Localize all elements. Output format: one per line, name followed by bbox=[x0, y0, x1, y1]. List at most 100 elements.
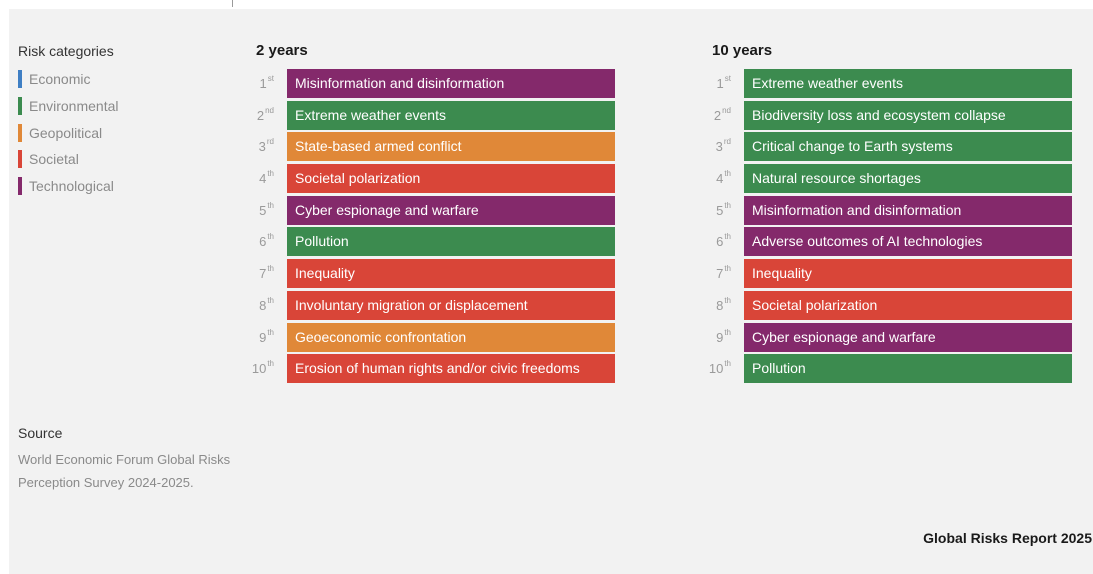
rank-suffix: st bbox=[267, 74, 274, 83]
risk-bar: Geoeconomic confrontation bbox=[287, 322, 615, 352]
rank-suffix: th bbox=[724, 327, 731, 337]
risk-bar: Critical change to Earth systems bbox=[744, 132, 1072, 162]
rank-suffix: th bbox=[724, 295, 731, 305]
risk-label: Extreme weather events bbox=[752, 75, 903, 91]
rank-value: 8 bbox=[259, 297, 267, 313]
rank-value: 3 bbox=[258, 139, 266, 155]
risk-label: Involuntary migration or displacement bbox=[295, 296, 528, 313]
rank-number: 10th bbox=[705, 354, 731, 383]
rank-number: 7th bbox=[705, 259, 731, 288]
rank-value: 9 bbox=[716, 329, 724, 345]
rank-number: 6th bbox=[248, 227, 274, 256]
rank-suffix: nd bbox=[722, 105, 731, 115]
rank-number: 2nd bbox=[705, 101, 731, 130]
rank-number: 4th bbox=[248, 164, 274, 193]
risk-bar: Societal polarization bbox=[744, 290, 1072, 320]
rank-suffix: th bbox=[267, 295, 274, 305]
risk-label: Inequality bbox=[752, 265, 812, 282]
rank-value: 2 bbox=[256, 107, 265, 123]
rank-value: 1 bbox=[259, 76, 267, 91]
risk-bar: Extreme weather events bbox=[287, 100, 615, 130]
legend-swatch bbox=[18, 123, 22, 142]
rank-number: 6th bbox=[705, 227, 731, 256]
rank-number: 5th bbox=[705, 196, 731, 225]
risk-bar: Erosion of human rights and/or civic fre… bbox=[287, 354, 615, 384]
rank-value: 7 bbox=[716, 266, 724, 282]
rank-number: 3rd bbox=[705, 132, 731, 161]
legend-item: Environmental bbox=[18, 96, 119, 124]
rank-suffix: th bbox=[267, 264, 274, 274]
risk-category-legend: Economic Environmental Geopolitical Societa… bbox=[18, 70, 119, 204]
rank-value: 5 bbox=[716, 202, 724, 218]
risk-bar: Misinformation and disinformation bbox=[287, 69, 615, 98]
rank-number: 5th bbox=[248, 196, 274, 225]
divider-tick bbox=[232, 0, 233, 7]
risk-label: Erosion of human rights and/or civic fre… bbox=[295, 360, 580, 377]
risk-label: Natural resource shortages bbox=[752, 170, 921, 187]
legend-label: Environmental bbox=[29, 97, 119, 114]
rank-number: 8th bbox=[705, 291, 731, 320]
risk-label: Cyber espionage and warfare bbox=[752, 328, 936, 345]
rank-suffix: th bbox=[267, 169, 274, 179]
rank-suffix: rd bbox=[723, 137, 731, 147]
risk-label: Critical change to Earth systems bbox=[752, 138, 953, 155]
risk-label: Societal polarization bbox=[295, 170, 421, 187]
rank-suffix: rd bbox=[266, 137, 274, 147]
risk-bar: Involuntary migration or displacement bbox=[287, 290, 615, 320]
rank-suffix: th bbox=[267, 359, 274, 369]
risk-bar: Biodiversity loss and ecosystem collapse bbox=[744, 100, 1072, 130]
rank-value: 10 bbox=[708, 361, 724, 377]
risk-label: Misinformation and disinformation bbox=[295, 75, 505, 91]
rank-number: 8th bbox=[248, 291, 274, 320]
rank-number: 7th bbox=[248, 259, 274, 288]
risk-bar: Cyber espionage and warfare bbox=[287, 195, 615, 225]
rank-number: 9th bbox=[248, 323, 274, 352]
legend-label: Technological bbox=[29, 178, 114, 195]
risk-label: Societal polarization bbox=[752, 296, 878, 313]
legend-swatch bbox=[18, 96, 22, 115]
legend-label: Economic bbox=[29, 71, 91, 87]
rank-suffix: th bbox=[724, 264, 731, 274]
rank-value: 7 bbox=[259, 266, 267, 282]
risk-bar: Pollution bbox=[287, 227, 615, 257]
rank-value: 6 bbox=[259, 234, 267, 250]
risk-bar: Adverse outcomes of AI technologies bbox=[744, 227, 1072, 257]
rank-suffix: th bbox=[724, 359, 731, 369]
legend-item: Technological bbox=[18, 177, 119, 204]
risk-label: Cyber espionage and warfare bbox=[295, 201, 479, 218]
risk-bar: Extreme weather events bbox=[744, 69, 1072, 98]
rank-suffix: th bbox=[724, 200, 731, 210]
risk-bar: Inequality bbox=[287, 259, 615, 289]
legend-swatch bbox=[18, 70, 22, 88]
rank-value: 9 bbox=[259, 329, 267, 345]
rank-number: 4th bbox=[705, 164, 731, 193]
risk-bar: Misinformation and disinformation bbox=[744, 195, 1072, 225]
report-name: Global Risks Report 2025 bbox=[923, 530, 1092, 546]
rank-suffix: th bbox=[724, 232, 731, 242]
rank-number: 10th bbox=[248, 354, 274, 383]
rank-suffix: nd bbox=[265, 105, 274, 115]
rank-suffix: th bbox=[724, 169, 731, 179]
risk-label: State-based armed conflict bbox=[295, 138, 462, 155]
rank-number: 9th bbox=[705, 323, 731, 352]
rank-value: 4 bbox=[716, 171, 724, 187]
risk-bar: Societal polarization bbox=[287, 164, 615, 194]
risk-label: Geoeconomic confrontation bbox=[295, 328, 467, 345]
risk-bar: Cyber espionage and warfare bbox=[744, 322, 1072, 352]
source-title: Source bbox=[18, 425, 63, 441]
rank-value: 6 bbox=[716, 234, 724, 250]
risk-label: Misinformation and disinformation bbox=[752, 201, 962, 218]
rank-value: 10 bbox=[251, 361, 267, 377]
rank-value: 8 bbox=[716, 297, 724, 313]
risk-bar: Natural resource shortages bbox=[744, 164, 1072, 194]
rank-suffix: th bbox=[267, 232, 274, 242]
rank-number: 3rd bbox=[248, 132, 274, 161]
legend-label: Societal bbox=[29, 151, 79, 168]
legend-swatch bbox=[18, 177, 22, 196]
risk-label: Pollution bbox=[752, 360, 806, 377]
rank-suffix: st bbox=[724, 74, 731, 83]
rank-value: 1 bbox=[716, 76, 724, 91]
rank-number: 1st bbox=[705, 69, 731, 98]
legend-swatch bbox=[18, 150, 22, 169]
risk-label: Biodiversity loss and ecosystem collapse bbox=[752, 106, 1006, 123]
